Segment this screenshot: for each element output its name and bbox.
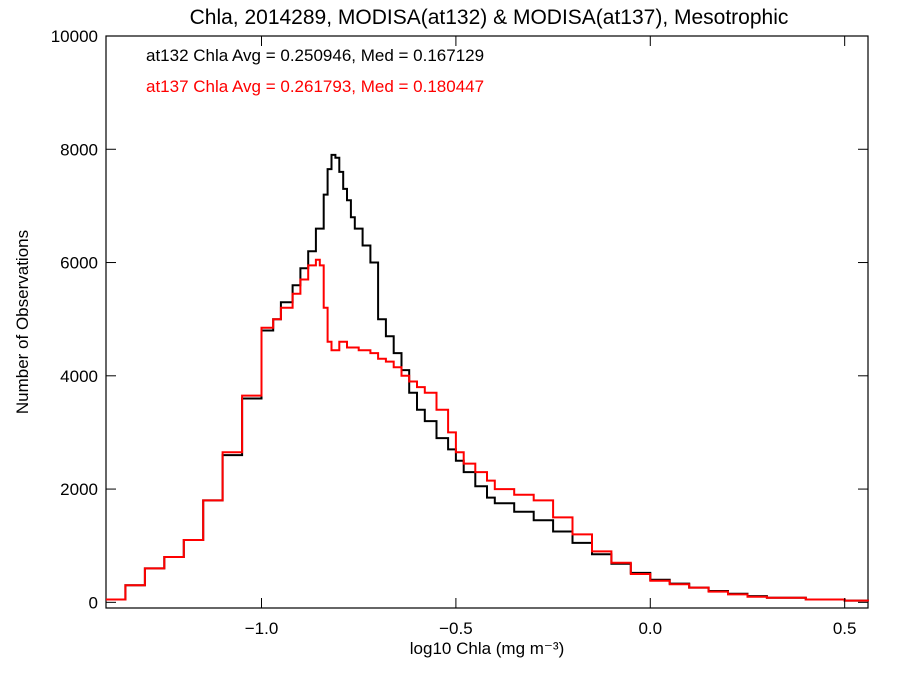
x-axis-title: log10 Chla (mg m⁻³) bbox=[410, 639, 564, 658]
y-tick-label-4: 8000 bbox=[60, 140, 98, 159]
y-axis-title: Number of Observations bbox=[13, 230, 32, 414]
chart-title: Chla, 2014289, MODISA(at132) & MODISA(at… bbox=[190, 6, 789, 29]
series-line-1 bbox=[106, 258, 869, 602]
series-layer bbox=[106, 153, 869, 602]
annotation-at137: at137 Chla Avg = 0.261793, Med = 0.18044… bbox=[146, 77, 484, 96]
y-tick-label-3: 6000 bbox=[60, 254, 98, 273]
x-tick-label-3: 0.5 bbox=[833, 619, 857, 638]
y-tick-label-1: 2000 bbox=[60, 480, 98, 499]
annotation-at132: at132 Chla Avg = 0.250946, Med = 0.16712… bbox=[146, 46, 484, 65]
x-tick-label-2: 0.0 bbox=[638, 619, 662, 638]
y-tick-label-0: 0 bbox=[89, 593, 98, 612]
y-tick-label-5: 10000 bbox=[51, 27, 98, 46]
x-tick-label-0: −1.0 bbox=[245, 619, 279, 638]
y-tick-label-2: 4000 bbox=[60, 367, 98, 386]
y-axis-ticks: 0 2000 4000 6000 8000 10000 bbox=[51, 27, 868, 612]
x-tick-label-1: −0.5 bbox=[439, 619, 473, 638]
plot-frame bbox=[105, 35, 869, 609]
x-axis-ticks: −1.0 −0.5 0.0 0.5 bbox=[245, 36, 857, 638]
series-line-0 bbox=[106, 153, 869, 602]
